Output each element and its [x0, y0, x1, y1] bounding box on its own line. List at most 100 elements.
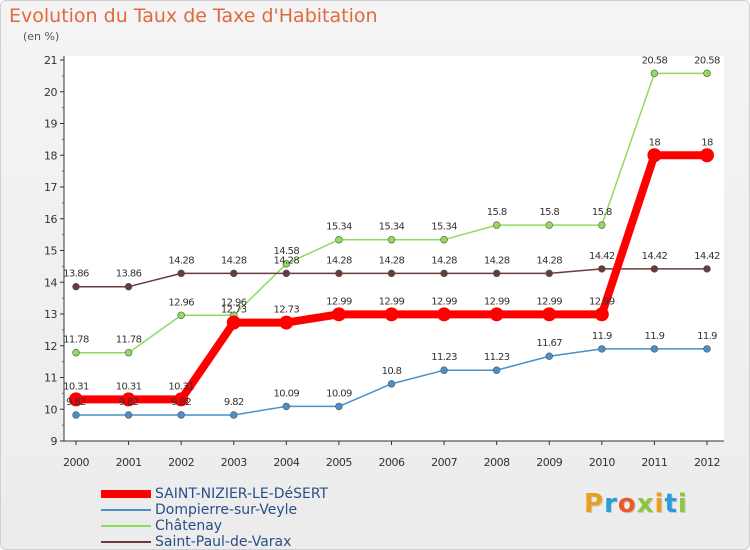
legend-item: Saint-Paul-de-Varax — [101, 534, 291, 549]
data-point — [594, 307, 609, 322]
y-tick-label: 14 — [44, 276, 57, 289]
data-label: 14.28 — [221, 255, 247, 266]
data-label: 13.86 — [63, 269, 89, 280]
data-point — [387, 380, 396, 388]
logo-letter: P — [584, 489, 605, 519]
data-label: 14.28 — [326, 255, 352, 266]
data-point — [387, 236, 396, 244]
data-label: 18 — [701, 137, 713, 148]
data-point — [545, 352, 553, 360]
data-label: 10.31 — [63, 381, 89, 392]
data-point — [650, 265, 659, 273]
data-label: 11.9 — [697, 331, 717, 342]
y-tick-label: 17 — [44, 181, 57, 194]
data-label: 12.99 — [589, 296, 615, 307]
x-tick-label: 2005 — [326, 456, 352, 469]
data-point — [124, 282, 133, 291]
data-label: 14.28 — [274, 255, 300, 266]
data-point — [282, 269, 291, 278]
data-label: 14.42 — [589, 251, 615, 262]
data-point — [384, 307, 399, 322]
data-label: 9.82 — [224, 397, 244, 408]
x-tick-label: 2006 — [379, 456, 405, 469]
y-tick-label: 9 — [51, 435, 58, 448]
data-label: 10.09 — [326, 388, 352, 399]
data-point — [703, 265, 711, 273]
data-point — [230, 411, 238, 419]
data-point — [440, 366, 448, 374]
data-label: 9.82 — [119, 397, 139, 408]
data-label: 10.31 — [116, 381, 142, 392]
data-label: 15.34 — [379, 222, 405, 233]
x-tick-label: 2004 — [273, 456, 299, 469]
data-point — [650, 345, 659, 353]
data-label: 12.99 — [484, 296, 510, 307]
data-label: 9.82 — [66, 397, 86, 408]
data-label: 13.86 — [116, 269, 142, 280]
data-label: 11.78 — [63, 335, 89, 346]
data-point — [335, 236, 343, 244]
data-label: 11.23 — [484, 352, 510, 363]
x-tick-label: 2012 — [694, 456, 720, 469]
logo-letter: o — [617, 489, 637, 519]
data-label: 14.28 — [431, 255, 457, 266]
data-label: 12.73 — [221, 305, 247, 316]
data-point — [545, 221, 553, 229]
y-tick-label: 13 — [44, 308, 57, 321]
data-label: 14.42 — [642, 251, 668, 262]
data-point — [72, 282, 80, 291]
data-label: 12.99 — [326, 296, 352, 307]
x-tick-label: 2001 — [116, 456, 142, 469]
y-tick-label: 16 — [44, 213, 57, 226]
data-point — [598, 265, 606, 273]
data-label: 12.96 — [221, 297, 247, 308]
x-tick-label: 2000 — [63, 456, 89, 469]
data-point — [598, 345, 606, 353]
data-point — [700, 148, 714, 163]
legend-item: Dompierre-sur-Veyle — [101, 502, 297, 518]
data-label: 14.28 — [379, 255, 405, 266]
y-tick-label: 12 — [44, 340, 57, 353]
y-tick-label: 11 — [44, 372, 57, 385]
data-point — [230, 269, 238, 278]
data-point — [335, 269, 343, 278]
data-point — [598, 221, 606, 229]
data-point — [72, 349, 80, 357]
data-point — [542, 307, 557, 322]
y-tick-label: 10 — [44, 403, 57, 416]
data-point — [335, 402, 343, 411]
data-label: 12.99 — [536, 296, 562, 307]
data-label: 11.23 — [431, 352, 457, 363]
y-tick-label: 20 — [44, 86, 57, 99]
data-point — [440, 269, 448, 278]
x-tick-label: 2011 — [641, 456, 667, 469]
data-point — [282, 260, 291, 268]
x-tick-label: 2010 — [589, 456, 615, 469]
data-label: 14.28 — [168, 255, 194, 266]
data-point — [489, 307, 504, 322]
data-label: 14.42 — [694, 251, 720, 262]
logo-letter: i — [654, 489, 665, 519]
x-tick-label: 2002 — [168, 456, 194, 469]
data-point — [72, 411, 80, 419]
logo-letter: t — [664, 489, 678, 519]
data-point — [492, 366, 501, 374]
legend-swatch — [101, 525, 151, 527]
y-tick-label: 15 — [44, 245, 57, 258]
data-label: 10.09 — [274, 388, 300, 399]
data-point — [226, 315, 241, 330]
data-point — [174, 392, 189, 407]
data-label: 11.9 — [644, 331, 664, 342]
data-label: 10.8 — [382, 366, 402, 377]
data-label: 15.34 — [431, 222, 457, 233]
x-tick-label: 2007 — [431, 456, 457, 469]
x-tick-label: 2008 — [484, 456, 510, 469]
logo-letter: x — [636, 489, 655, 519]
data-label: 15.8 — [539, 207, 559, 218]
data-point — [387, 269, 396, 278]
data-point — [492, 221, 501, 229]
data-point — [440, 236, 448, 244]
data-point — [437, 307, 452, 322]
data-label: 12.96 — [168, 297, 194, 308]
